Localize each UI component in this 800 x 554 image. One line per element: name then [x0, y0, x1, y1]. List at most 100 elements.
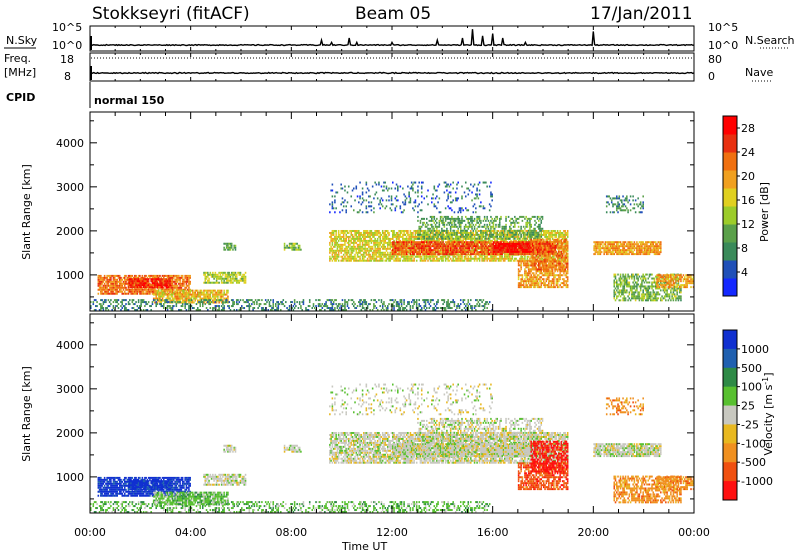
power-cell — [481, 231, 483, 234]
power-cell — [363, 239, 365, 242]
power-cell — [181, 299, 184, 302]
power-cell — [420, 259, 423, 262]
power-cell — [351, 255, 354, 258]
power-cell — [152, 280, 155, 283]
power-cell — [457, 303, 459, 306]
power-cell — [170, 299, 173, 302]
power-cell — [497, 241, 500, 244]
power-cell — [113, 282, 116, 285]
power-cell — [283, 244, 286, 247]
power-cell — [532, 253, 535, 256]
power-cell — [471, 235, 473, 238]
power-cell — [166, 295, 169, 298]
power-cell — [419, 237, 422, 240]
power-cell — [375, 239, 378, 242]
power-cell — [332, 233, 335, 236]
power-cell — [386, 235, 389, 238]
power-cell — [337, 309, 340, 311]
power-cell — [420, 243, 423, 246]
power-cell — [410, 247, 413, 250]
power-cell — [203, 299, 205, 302]
power-cell — [519, 241, 521, 244]
power-cell — [225, 297, 228, 300]
power-cell — [477, 251, 480, 254]
power-cell — [346, 247, 349, 250]
power-cell — [209, 301, 212, 304]
power-cell — [227, 248, 229, 251]
power-cell — [326, 307, 329, 310]
power-cell — [511, 257, 514, 260]
power-cell — [447, 237, 449, 240]
power-cell — [246, 299, 248, 302]
power-cell — [564, 233, 566, 236]
power-cell — [420, 257, 423, 260]
power-cell — [529, 239, 531, 242]
power-cell — [302, 299, 305, 302]
power-cell — [170, 291, 173, 294]
power-cell — [342, 235, 345, 238]
power-cell — [464, 251, 467, 254]
power-cell — [443, 247, 446, 250]
power-cell — [380, 257, 383, 260]
power-cell — [477, 245, 480, 248]
power-cell — [335, 241, 337, 244]
power-cell — [249, 299, 252, 302]
power-cell — [395, 241, 398, 244]
power-cell — [208, 281, 210, 284]
power-cell — [487, 233, 490, 236]
power-cell — [397, 259, 399, 262]
power-cell — [154, 297, 156, 300]
power-cell — [457, 259, 459, 262]
power-cell — [336, 249, 339, 252]
power-cell — [102, 301, 105, 304]
power-cell — [478, 255, 481, 258]
power-cell — [108, 276, 111, 279]
power-cell — [395, 301, 398, 304]
power-cell — [480, 299, 482, 302]
power-cell — [477, 235, 480, 238]
power-cell — [404, 251, 407, 254]
power-cell — [468, 249, 471, 252]
power-cell — [329, 231, 331, 234]
power-cell — [165, 278, 168, 281]
power-cell — [139, 292, 141, 295]
power-cell — [409, 249, 412, 252]
power-cell — [173, 297, 175, 300]
power-cell — [331, 249, 334, 252]
power-cell — [178, 291, 180, 294]
power-cell — [228, 307, 230, 310]
power-cell — [341, 231, 344, 234]
power-cell — [366, 249, 369, 252]
power-cell — [373, 251, 375, 254]
power-cell — [344, 309, 346, 311]
power-cell — [199, 295, 202, 298]
power-cell — [432, 299, 434, 302]
power-cell — [478, 251, 481, 254]
power-cell — [103, 274, 106, 277]
power-cell — [555, 255, 558, 258]
power-cell — [384, 229, 387, 232]
power-cell — [546, 229, 549, 232]
power-cell — [145, 309, 147, 311]
power-cell — [242, 273, 244, 276]
power-cell — [346, 231, 349, 234]
power-cell — [273, 309, 276, 311]
power-cell — [379, 241, 381, 244]
power-cell — [147, 288, 150, 291]
power-cell — [384, 259, 387, 262]
power-cell — [526, 257, 529, 260]
power-cell — [185, 274, 188, 277]
power-cell — [485, 255, 487, 258]
power-cell — [102, 284, 105, 287]
power-cell — [103, 276, 106, 279]
power-cell — [487, 303, 490, 306]
power-cell — [140, 278, 142, 281]
power-cell — [146, 288, 149, 291]
power-cell — [369, 249, 371, 252]
power-cell — [398, 251, 400, 254]
power-cell — [219, 291, 222, 294]
power-cell — [355, 257, 358, 260]
power-cell — [112, 274, 115, 277]
power-cell — [181, 289, 184, 292]
power-cell — [132, 280, 135, 283]
